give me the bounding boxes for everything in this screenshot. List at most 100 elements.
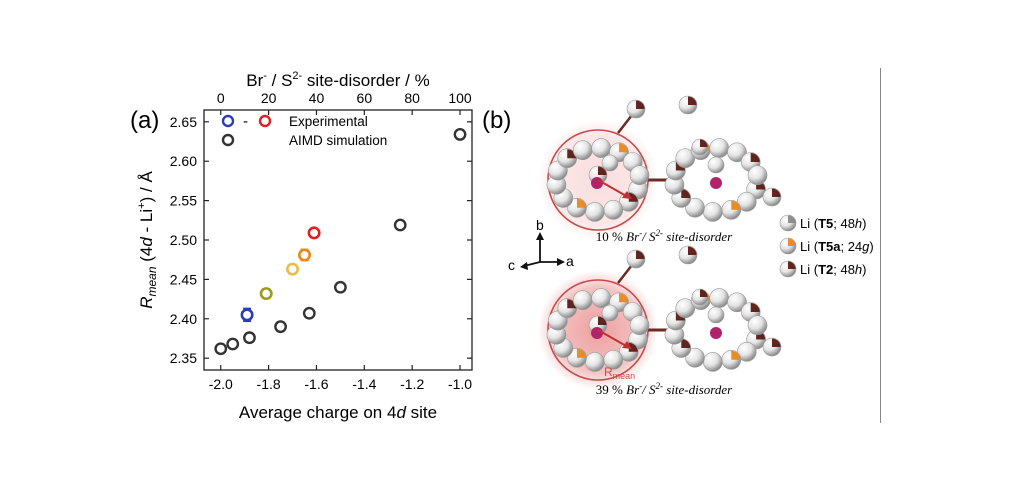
li-sphere (721, 199, 742, 220)
li-legend-item: Li (T5a; 24g) (779, 237, 874, 255)
top-x-tick-label: 100 (448, 90, 472, 106)
y-tick-label: 2.35 (170, 350, 197, 366)
li-sphere (585, 352, 605, 372)
li-sphere (629, 315, 650, 336)
y-axis-title: Rmean (4d - Li+) / Å (136, 171, 159, 309)
caption-10-percent: 10 % Br-/ S2- site-disorder (596, 228, 733, 244)
li-sphere (678, 95, 698, 115)
li-sphere (703, 202, 723, 222)
li-sphere (762, 187, 782, 207)
li-sphere (601, 304, 619, 322)
experimental-point (297, 248, 311, 262)
legend-experimental-label: Experimental (289, 114, 368, 129)
aimd-series (214, 128, 467, 356)
caption-39-percent: 39 % Br-/ S2- site-disorder (596, 381, 733, 397)
li-sphere (707, 306, 725, 324)
y-tick-label: 2.50 (170, 232, 197, 248)
li-site-legend: Li (T5; 48h) Li (T5a; 24g) Li (T2; 48h) (779, 214, 874, 278)
li-sphere (736, 191, 757, 212)
y-tick-label: 2.60 (170, 153, 197, 169)
aimd-point (393, 218, 407, 232)
li-sphere (626, 249, 646, 269)
y-tick-label: 2.65 (170, 114, 197, 130)
x-tick-label: -1.8 (257, 376, 281, 392)
aimd-point (243, 331, 256, 345)
aimd-point (214, 342, 228, 356)
li-sphere (779, 214, 797, 232)
li-sphere (567, 197, 587, 218)
x-tick-label: -1.4 (352, 376, 376, 392)
li-sphere (591, 138, 611, 158)
y-tick-label: 2.40 (170, 311, 197, 327)
li-sphere (629, 165, 650, 186)
li-sphere (779, 237, 797, 255)
axis-c-label: c (508, 257, 515, 273)
li-sphere (675, 148, 696, 169)
x-tick-label: -1.2 (400, 376, 424, 392)
experimental-point (286, 262, 300, 276)
vertical-divider (880, 68, 881, 423)
li-sphere (736, 341, 757, 362)
li-legend-label: Li (T2; 48h) (800, 262, 867, 277)
legend-sim-marker (221, 133, 235, 147)
li-sphere (626, 99, 646, 119)
center-atom (710, 177, 722, 189)
li-sphere (703, 352, 723, 372)
li-sphere (678, 245, 698, 265)
top-axis-title: Br- / S2- site-disorder / % (246, 70, 430, 90)
bottom-x-ticks: -2.0 -1.8 -1.6 -1.4 -1.2 -1.0 (209, 365, 472, 392)
li-sphere (707, 156, 725, 174)
li-legend-label: Li (T5; 48h) (800, 216, 867, 231)
li-sphere (557, 148, 578, 169)
li-sphere (572, 140, 593, 161)
rmean-arrow (597, 329, 629, 348)
li-sphere (727, 142, 747, 163)
li-sphere (709, 288, 729, 308)
li-sphere (591, 288, 611, 308)
link-bond (617, 114, 633, 134)
legend-exp-red-marker (258, 114, 272, 128)
x-axis-title: Average charge on 4d site (239, 403, 437, 422)
top-x-tick-label: 80 (404, 90, 420, 106)
top-x-tick-label: 20 (261, 90, 277, 106)
x-tick-label: -2.0 (209, 376, 233, 392)
legend-dash: - (243, 113, 248, 130)
center-atom (591, 177, 603, 189)
li-sphere (572, 290, 593, 311)
li-sphere (727, 292, 747, 313)
axis-b-label: b (536, 217, 544, 233)
li-sphere (685, 197, 705, 218)
li-sphere (585, 202, 605, 222)
crystal-axes (520, 232, 565, 270)
legend-simulation-label: AIMD simulation (289, 133, 387, 148)
rmean-arrow (597, 179, 629, 198)
li-legend-label: Li (T5a; 24g) (800, 239, 874, 254)
panel-a-label: (a) (130, 107, 159, 134)
li-sphere (709, 138, 729, 158)
li-legend-item: Li (T2; 48h) (779, 260, 867, 278)
panel-b-label: (b) (482, 107, 511, 134)
li-sphere (691, 288, 709, 306)
center-atom (710, 327, 722, 339)
legend: - Experimental AIMD simulation (221, 113, 387, 148)
axis-a-label: a (566, 253, 574, 269)
li-sphere (762, 337, 782, 357)
li-sphere (675, 298, 696, 319)
scatter-plot: -2.0 -1.8 -1.6 -1.4 -1.2 -1.0 0 20 40 60 80 100 2.… (136, 70, 473, 422)
aimd-point (274, 320, 287, 334)
y-ticks: 2.35 2.40 2.45 2.50 2.55 2.60 2.65 (170, 114, 472, 366)
x-tick-label: -1.0 (448, 376, 472, 392)
li-sphere (685, 347, 705, 368)
experimental-point (259, 287, 273, 301)
rmean-label: Rmean (604, 365, 635, 381)
top-x-tick-label: 40 (309, 90, 325, 106)
top-x-tick-label: 0 (217, 90, 225, 106)
structure-39-percent (538, 245, 782, 390)
li-sphere (567, 347, 587, 368)
x-tick-label: -1.6 (304, 376, 328, 392)
experimental-point (307, 226, 321, 240)
aimd-point (333, 280, 347, 294)
li-sphere (691, 138, 709, 156)
li-sphere (721, 349, 742, 370)
